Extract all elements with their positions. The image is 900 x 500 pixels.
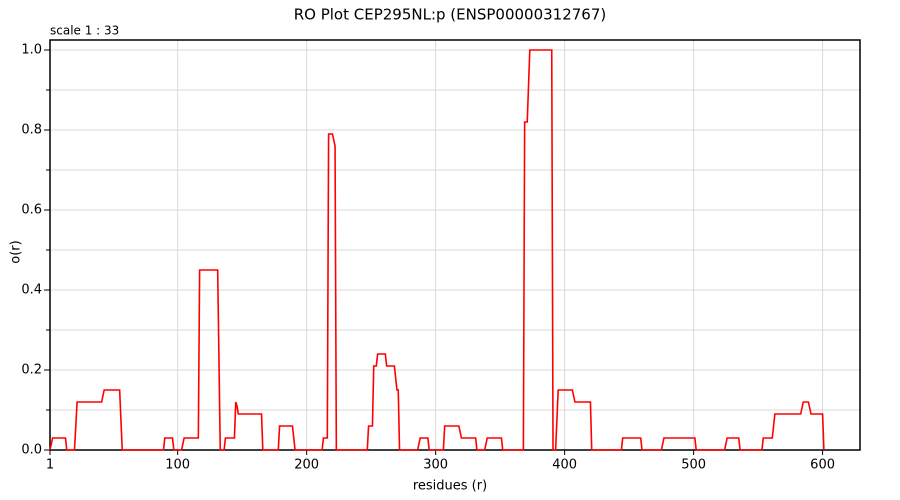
y-axis-label: o(r) <box>9 240 24 263</box>
x-axis-label: residues (r) <box>413 479 487 494</box>
scale-label: scale 1 : 33 <box>50 24 119 38</box>
x-tick-label: 300 <box>423 458 448 473</box>
x-tick-label: 1 <box>46 458 54 473</box>
x-tick-label: 500 <box>681 458 706 473</box>
y-tick-label: 0.6 <box>21 203 42 218</box>
x-tick-label: 600 <box>810 458 835 473</box>
chart-title: RO Plot CEP295NL:p (ENSP00000312767) <box>294 6 607 24</box>
y-tick-label: 0.4 <box>21 283 42 298</box>
x-tick-label: 200 <box>294 458 319 473</box>
x-tick-label: 400 <box>552 458 577 473</box>
y-tick-label: 0.0 <box>21 443 42 458</box>
y-tick-label: 0.8 <box>21 123 42 138</box>
data-line <box>49 49 825 451</box>
x-tick-label: 100 <box>165 458 190 473</box>
y-tick-label: 1.0 <box>21 43 42 58</box>
y-tick-label: 0.2 <box>21 363 42 378</box>
plot-frame <box>49 39 861 451</box>
